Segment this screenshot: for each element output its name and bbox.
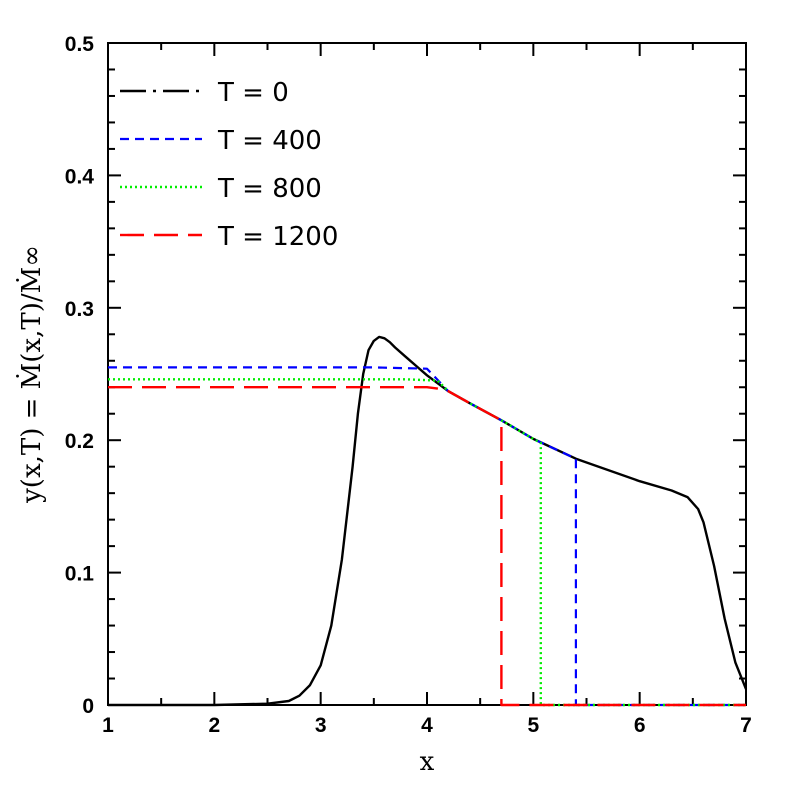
x-tick-label: 5 (527, 714, 539, 737)
x-tick-label: 1 (102, 714, 114, 737)
tick-labels: 1 2 3 4 5 6 7 0 0.1 0.2 0.3 0.4 0.5 (65, 33, 752, 737)
series-line-3 (108, 386, 746, 707)
x-tick-label: 6 (634, 714, 646, 737)
legend-label-3: T = 1200 (217, 222, 338, 252)
series-layer (108, 335, 748, 707)
legend-label-0: T = 0 (217, 78, 289, 108)
y-tick-label: 0 (82, 695, 94, 718)
x-tick-label: 7 (740, 714, 752, 737)
y-tick-label: 0.2 (65, 430, 94, 453)
ticks (107, 42, 747, 706)
series-line-2 (108, 378, 746, 707)
y-tick-label: 0.3 (65, 298, 94, 321)
x-tick-label: 3 (315, 714, 327, 737)
y-tick-label: 0.5 (65, 33, 95, 56)
x-tick-label: 2 (208, 714, 220, 737)
legend-label-2: T = 800 (217, 174, 322, 204)
y-tick-label: 0.4 (65, 165, 95, 188)
x-axis-label: x (420, 747, 435, 777)
series-line-1 (108, 366, 746, 707)
y-axis-label: y(x,T) = Ṁ(x,T)/Ṁ∞ (16, 245, 47, 504)
x-tick-label: 4 (421, 714, 433, 737)
y-tick-label: 0.1 (65, 563, 95, 586)
legend: T = 0 T = 400 T = 800 T = 1200 (120, 78, 338, 252)
series-line-0 (108, 335, 748, 707)
legend-label-1: T = 400 (217, 126, 322, 156)
